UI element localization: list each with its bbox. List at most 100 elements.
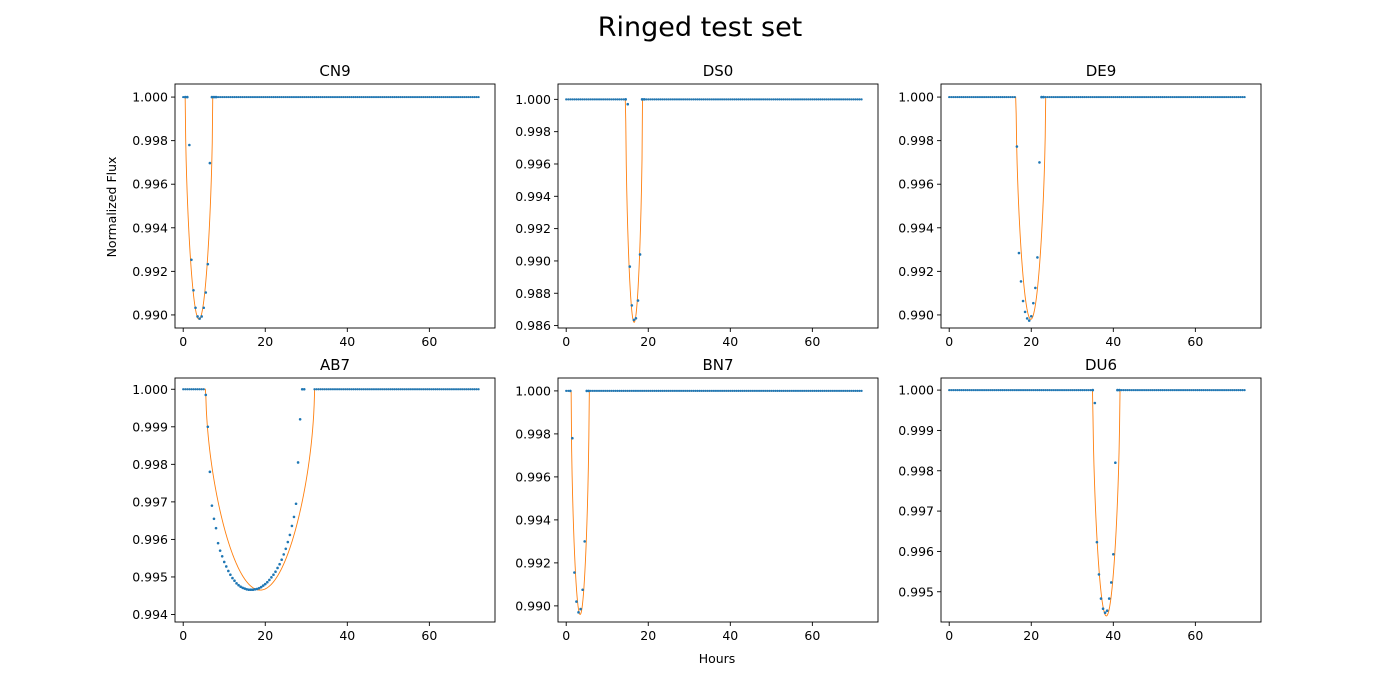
data-point — [1231, 389, 1234, 392]
data-point — [354, 95, 357, 99]
y-tick-label: 0.988 — [515, 286, 551, 301]
subplot-cn9: CN9 0 20 40 60 0.990 0.992 0.994 0.996 0.998 1.000 — [132, 62, 496, 349]
data-point — [714, 98, 718, 101]
data-point — [669, 98, 672, 101]
data-point — [1161, 389, 1164, 392]
data-point — [780, 389, 783, 392]
data-point — [454, 388, 458, 391]
data-point — [819, 389, 822, 392]
data-point — [1175, 95, 1178, 99]
data-point — [278, 562, 281, 566]
data-point — [1112, 95, 1115, 99]
data-point — [647, 389, 650, 392]
data-point — [1243, 95, 1246, 99]
data-point — [739, 389, 742, 392]
data-point — [1163, 389, 1166, 392]
data-point — [721, 389, 724, 392]
data-point — [595, 389, 599, 392]
data-point — [581, 588, 584, 592]
data-point — [1161, 95, 1164, 99]
y-axis-label: Normalized Flux — [104, 157, 119, 258]
data-point — [436, 95, 439, 99]
data-point — [1165, 389, 1168, 392]
data-point — [1216, 95, 1220, 99]
y-tick-label: 0.996 — [132, 177, 168, 192]
y-tick-label: 0.999 — [898, 423, 934, 438]
data-point — [764, 98, 767, 101]
y-tick-label: 0.992 — [515, 555, 551, 570]
data-point — [1048, 95, 1051, 99]
data-point — [952, 95, 955, 99]
data-point — [642, 98, 646, 101]
x-tick-label: 40 — [1105, 334, 1121, 349]
data-point — [1128, 95, 1131, 99]
data-point — [255, 95, 259, 99]
data-point — [667, 389, 670, 392]
subplot-title: DE9 — [1086, 62, 1117, 80]
data-point — [643, 389, 646, 392]
data-point — [348, 388, 351, 391]
data-point — [190, 258, 193, 262]
data-point — [858, 389, 861, 392]
data-point — [632, 318, 636, 322]
data-point — [1083, 389, 1086, 392]
data-point — [1050, 389, 1053, 392]
y-tick-label: 0.999 — [132, 419, 168, 434]
data-point — [282, 95, 285, 99]
data-point — [577, 98, 580, 101]
data-point — [1077, 389, 1080, 392]
data-point — [422, 95, 425, 99]
data-point — [645, 98, 648, 101]
data-point — [704, 98, 707, 101]
data-point — [723, 389, 726, 392]
plot-frame — [940, 83, 1262, 329]
data-point — [182, 388, 185, 391]
data-point — [1212, 389, 1215, 392]
data-point — [1065, 389, 1068, 392]
y-tick-label: 0.994 — [132, 607, 168, 622]
data-point — [299, 95, 302, 99]
data-point — [1089, 95, 1092, 99]
data-point — [1007, 95, 1010, 99]
data-point — [350, 388, 353, 391]
data-point — [395, 388, 398, 391]
data-point — [673, 389, 677, 392]
data-point — [575, 98, 578, 101]
data-point — [1151, 389, 1154, 392]
data-point — [315, 95, 318, 99]
data-point — [1062, 95, 1066, 99]
data-point — [1110, 95, 1113, 99]
data-point — [183, 95, 187, 99]
data-point — [216, 95, 220, 99]
data-point — [198, 317, 201, 320]
data-point — [634, 389, 638, 392]
data-point — [995, 389, 998, 392]
data-point — [212, 517, 216, 521]
data-point — [702, 389, 705, 392]
data-point — [292, 515, 296, 519]
data-point — [1085, 95, 1088, 99]
data-point — [1186, 389, 1189, 392]
data-point — [430, 95, 433, 99]
data-point — [848, 98, 851, 101]
data-point — [1200, 95, 1203, 99]
data-point — [1042, 389, 1045, 392]
data-point — [612, 389, 615, 392]
data-point — [962, 95, 965, 99]
y-tick-label: 0.998 — [132, 133, 168, 148]
subplot-title: CN9 — [319, 62, 350, 80]
y-tick-label: 0.996 — [515, 156, 551, 171]
data-point — [749, 389, 752, 392]
data-point — [333, 95, 337, 99]
data-point — [1067, 389, 1070, 392]
data-point — [616, 98, 619, 101]
data-point — [348, 95, 351, 99]
data-point — [1056, 389, 1060, 392]
data-point — [712, 98, 716, 101]
data-point — [850, 389, 853, 392]
data-point — [1196, 95, 1199, 99]
data-point — [759, 98, 763, 101]
data-point — [333, 388, 337, 391]
data-point — [352, 388, 355, 391]
data-point — [1097, 573, 1101, 576]
